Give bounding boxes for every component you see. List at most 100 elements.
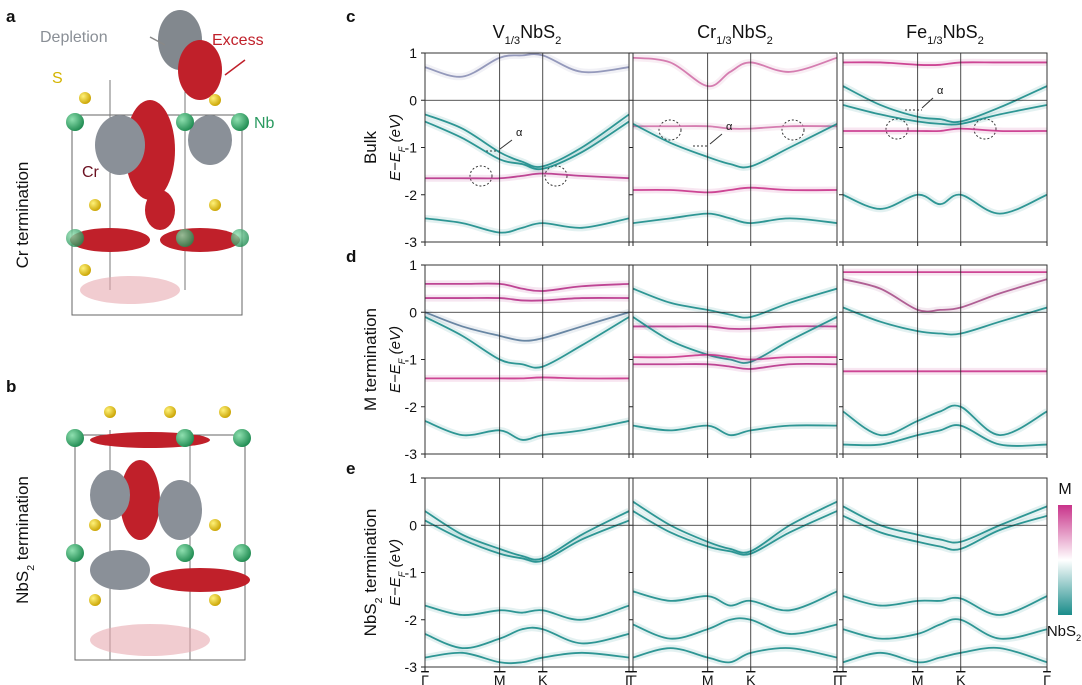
subscript: 2 — [978, 35, 984, 47]
band-line — [843, 193, 1047, 215]
x-tick-label: Γ — [839, 672, 847, 685]
label-text: V1/3NbS2 — [493, 22, 562, 47]
subscript: F — [397, 570, 407, 577]
band-line — [633, 590, 837, 612]
label-text: Bulk — [361, 130, 380, 164]
band-line — [843, 104, 1047, 126]
text-part: M termination — [361, 308, 380, 411]
annotation: α — [726, 121, 733, 133]
panel-letter: d — [346, 247, 356, 266]
y-tick-label: 0 — [409, 304, 417, 320]
x-tick-label: M — [702, 672, 714, 685]
text-part: (eV) — [387, 326, 404, 359]
band-line — [425, 510, 629, 561]
band-line — [425, 519, 629, 563]
text-part: Cr termination — [13, 162, 32, 269]
y-tick-label: 0 — [409, 517, 417, 533]
label-text: Fe1/3NbS2 — [906, 22, 984, 47]
colorbar-top: M — [1058, 481, 1071, 498]
x-tick-label: K — [746, 672, 756, 685]
text-part: termination — [13, 476, 32, 565]
band-line-glow — [633, 285, 837, 322]
subscript: 1/3 — [716, 35, 732, 47]
cr-label: Cr — [82, 164, 100, 181]
band-line — [425, 172, 629, 180]
band-plot — [633, 498, 837, 666]
band-plot — [425, 280, 629, 444]
x-tick-label: Γ — [421, 672, 429, 685]
text-part: NbS — [732, 22, 767, 42]
label-text: M termination — [361, 308, 380, 411]
band-line-glow — [843, 82, 1047, 126]
y-tick-label: -2 — [405, 187, 418, 203]
band-line — [633, 212, 837, 225]
band-line — [425, 420, 629, 441]
x-tick-label: K — [538, 672, 548, 685]
text-part: E−E — [387, 151, 404, 181]
band-line — [843, 61, 1047, 67]
band-line — [425, 626, 629, 650]
excess-label: Excess — [212, 32, 264, 49]
x-tick-label: K — [956, 672, 966, 685]
band-line — [633, 510, 837, 556]
band-line — [633, 424, 837, 437]
label-text: E−EF (eV) — [387, 539, 407, 606]
label-text: NbS2 termination — [13, 476, 37, 604]
text-part: (eV) — [387, 539, 404, 572]
x-tick-label: Γ — [629, 672, 637, 685]
subscript: F — [397, 145, 407, 152]
y-tick-label: -3 — [405, 446, 418, 462]
y-tick-label: -3 — [405, 659, 418, 675]
subscript: 1/3 — [927, 35, 943, 47]
alpha-arrows — [499, 97, 934, 150]
text-part: Bulk — [361, 130, 380, 164]
y-tick-label: -2 — [405, 399, 418, 415]
y-tick-label: -2 — [405, 612, 418, 628]
band-line — [633, 617, 837, 640]
band-line — [633, 325, 837, 330]
band-plot — [425, 50, 629, 237]
x-tick-label: Γ — [833, 672, 841, 685]
band-line — [843, 404, 1047, 437]
text-part: Fe — [906, 22, 927, 42]
band-plot — [633, 285, 837, 439]
plot-frame — [424, 52, 630, 243]
structure-b — [66, 406, 251, 661]
plot-frame — [632, 52, 838, 243]
band-line — [425, 113, 629, 168]
y-tick-label: -3 — [405, 234, 418, 250]
band-line — [425, 297, 629, 302]
band-line — [633, 647, 837, 664]
y-tick-label: 0 — [409, 92, 417, 108]
text-part: NbS — [1047, 623, 1076, 640]
text-part: NbS — [361, 603, 380, 636]
band-line — [425, 604, 629, 621]
plot-frame — [632, 264, 838, 455]
subscript: 2 — [555, 35, 561, 47]
label-text: E−EF (eV) — [387, 114, 407, 181]
band-line — [843, 278, 1047, 313]
band-line-glow — [633, 54, 837, 90]
nb-label: Nb — [254, 115, 275, 132]
depletion-label: Depletion — [40, 29, 108, 46]
subscript: 2 — [25, 565, 37, 571]
band-line-glow — [425, 417, 629, 444]
band-line — [843, 424, 1047, 447]
band-line — [843, 595, 1047, 616]
annotation: α — [516, 127, 523, 139]
text-part: (eV) — [387, 114, 404, 147]
label-text: Cr1/3NbS2 — [697, 22, 773, 47]
band-line — [633, 56, 837, 87]
band-line-glow — [425, 50, 629, 81]
band-plot — [633, 54, 837, 227]
band-line — [843, 618, 1047, 640]
band-line — [425, 53, 629, 78]
band-plot — [843, 58, 1047, 218]
band-line — [633, 353, 837, 361]
band-line-glow — [633, 614, 837, 643]
band-line — [425, 311, 629, 342]
text-part: Cr — [697, 22, 716, 42]
band-line-glow — [633, 588, 837, 614]
y-tick-label: -1 — [405, 565, 418, 581]
y-tick-label: 1 — [409, 257, 417, 273]
